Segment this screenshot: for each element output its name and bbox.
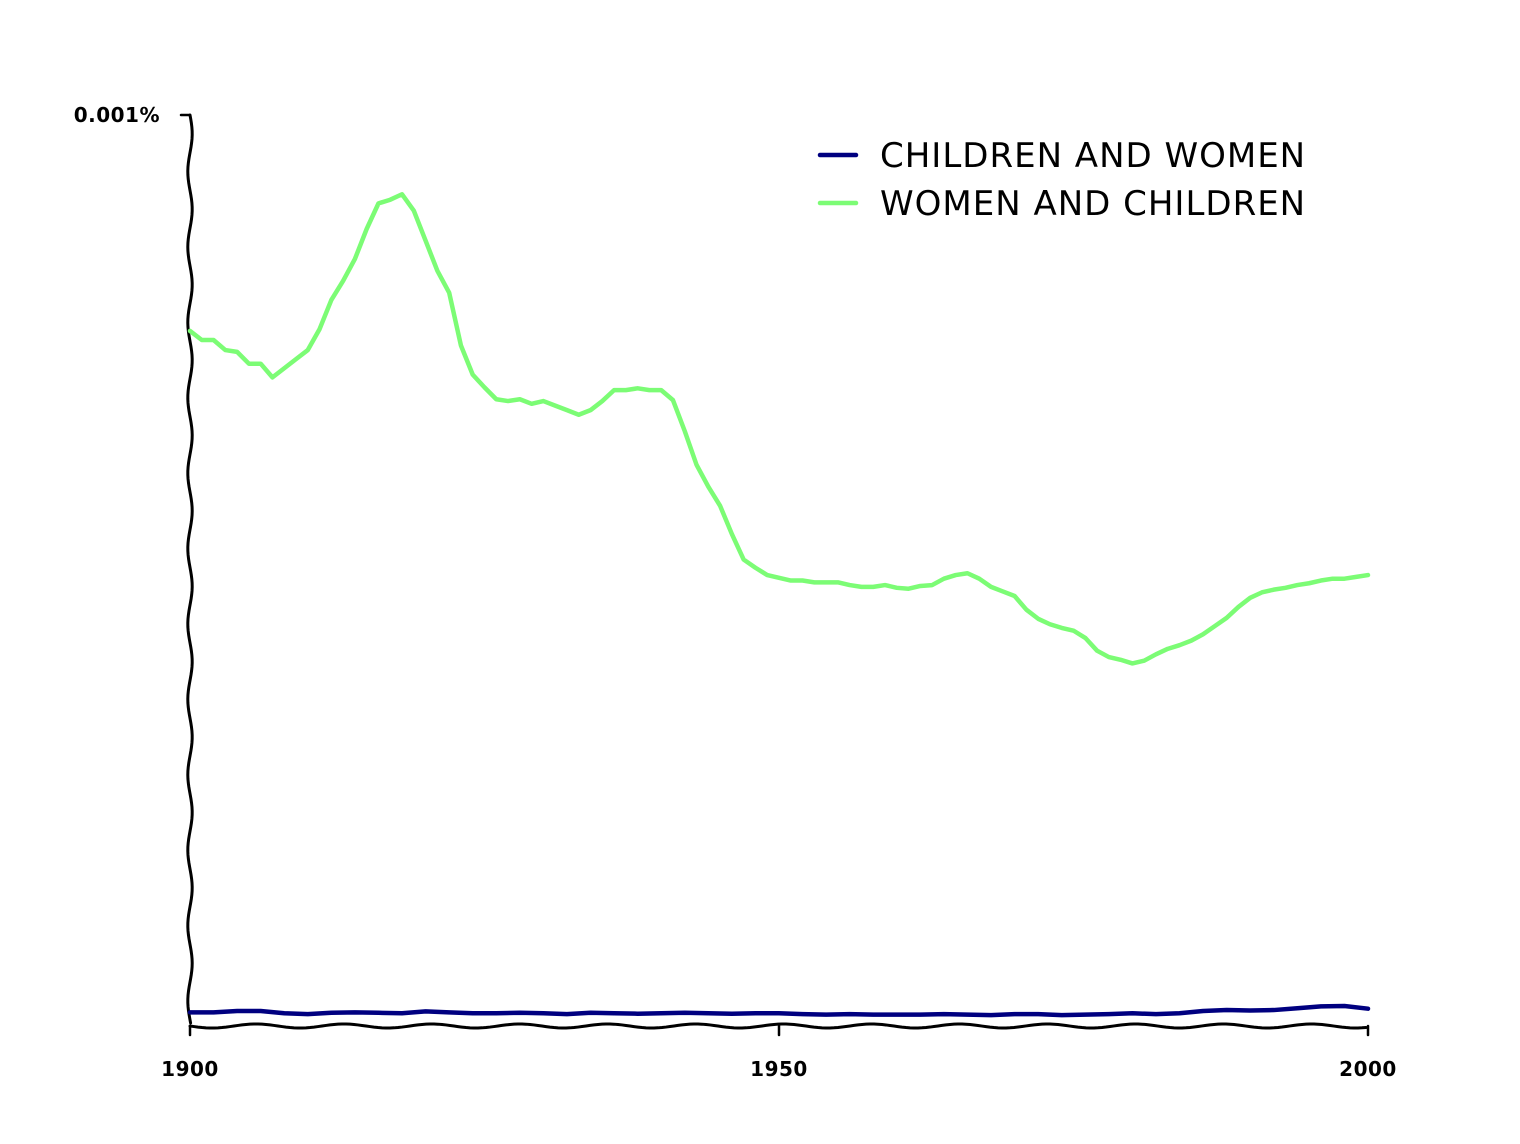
x-axis-line [188, 1022, 1368, 1030]
series-line-2 [187, 192, 1371, 666]
series-line-1 [187, 1003, 1371, 1018]
axes: 1900 1950 2000 0.001% [74, 103, 1397, 1081]
legend-label-2: WOMEN AND CHILDREN [880, 184, 1306, 224]
legend-label-1: CHILDREN AND WOMEN [880, 136, 1306, 176]
y-tick-label: 0.001% [74, 103, 160, 127]
x-tick-label: 2000 [1339, 1057, 1397, 1081]
x-tick-label: 1900 [161, 1057, 219, 1081]
legend: CHILDREN AND WOMEN WOMEN AND CHILDREN [817, 136, 1306, 224]
x-tick-label: 1950 [750, 1057, 808, 1081]
y-axis-line [186, 113, 194, 1025]
series-group [187, 192, 1371, 1018]
